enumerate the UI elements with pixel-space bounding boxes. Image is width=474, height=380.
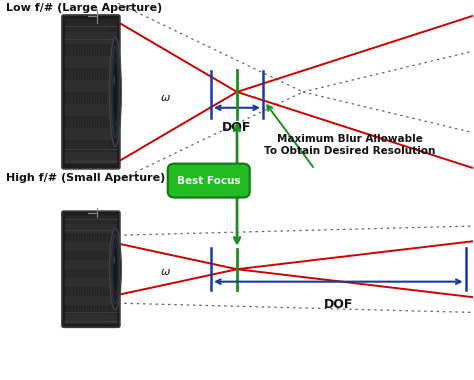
Bar (65, 251, 117, 260)
Bar (65, 315, 117, 323)
Text: Low f/# (Large Aperture): Low f/# (Large Aperture) (6, 3, 163, 13)
Bar (65, 56, 117, 68)
Bar (65, 152, 117, 164)
Text: Maximum Blur Allowable
To Obtain Desired Resolution: Maximum Blur Allowable To Obtain Desired… (264, 133, 436, 156)
Bar (65, 128, 117, 140)
Bar (65, 242, 117, 251)
Ellipse shape (113, 59, 118, 125)
Ellipse shape (113, 74, 115, 85)
Bar (65, 233, 117, 242)
Bar (65, 278, 117, 287)
FancyBboxPatch shape (62, 15, 120, 169)
Bar (65, 116, 117, 128)
Ellipse shape (109, 228, 121, 310)
Bar (65, 92, 117, 104)
Bar (65, 287, 117, 296)
Bar (65, 104, 117, 116)
Bar (65, 260, 117, 269)
Bar (65, 68, 117, 80)
Text: ω: ω (160, 267, 170, 277)
Ellipse shape (109, 38, 121, 146)
Text: High f/# (Small Aperture): High f/# (Small Aperture) (6, 173, 165, 183)
FancyBboxPatch shape (168, 164, 250, 198)
Bar (65, 269, 117, 278)
Bar (65, 296, 117, 306)
Bar (65, 80, 117, 92)
Bar (65, 140, 117, 152)
Bar (65, 32, 117, 44)
Bar (65, 224, 117, 233)
Bar (65, 44, 117, 56)
Ellipse shape (113, 244, 118, 294)
Text: ω: ω (160, 93, 170, 103)
Ellipse shape (113, 256, 115, 264)
Bar (65, 19, 117, 32)
Text: DOF: DOF (324, 298, 353, 310)
Text: DOF: DOF (222, 121, 252, 134)
Bar (65, 306, 117, 315)
Bar (65, 215, 117, 224)
Text: Best Focus: Best Focus (177, 176, 240, 185)
FancyBboxPatch shape (62, 211, 120, 327)
